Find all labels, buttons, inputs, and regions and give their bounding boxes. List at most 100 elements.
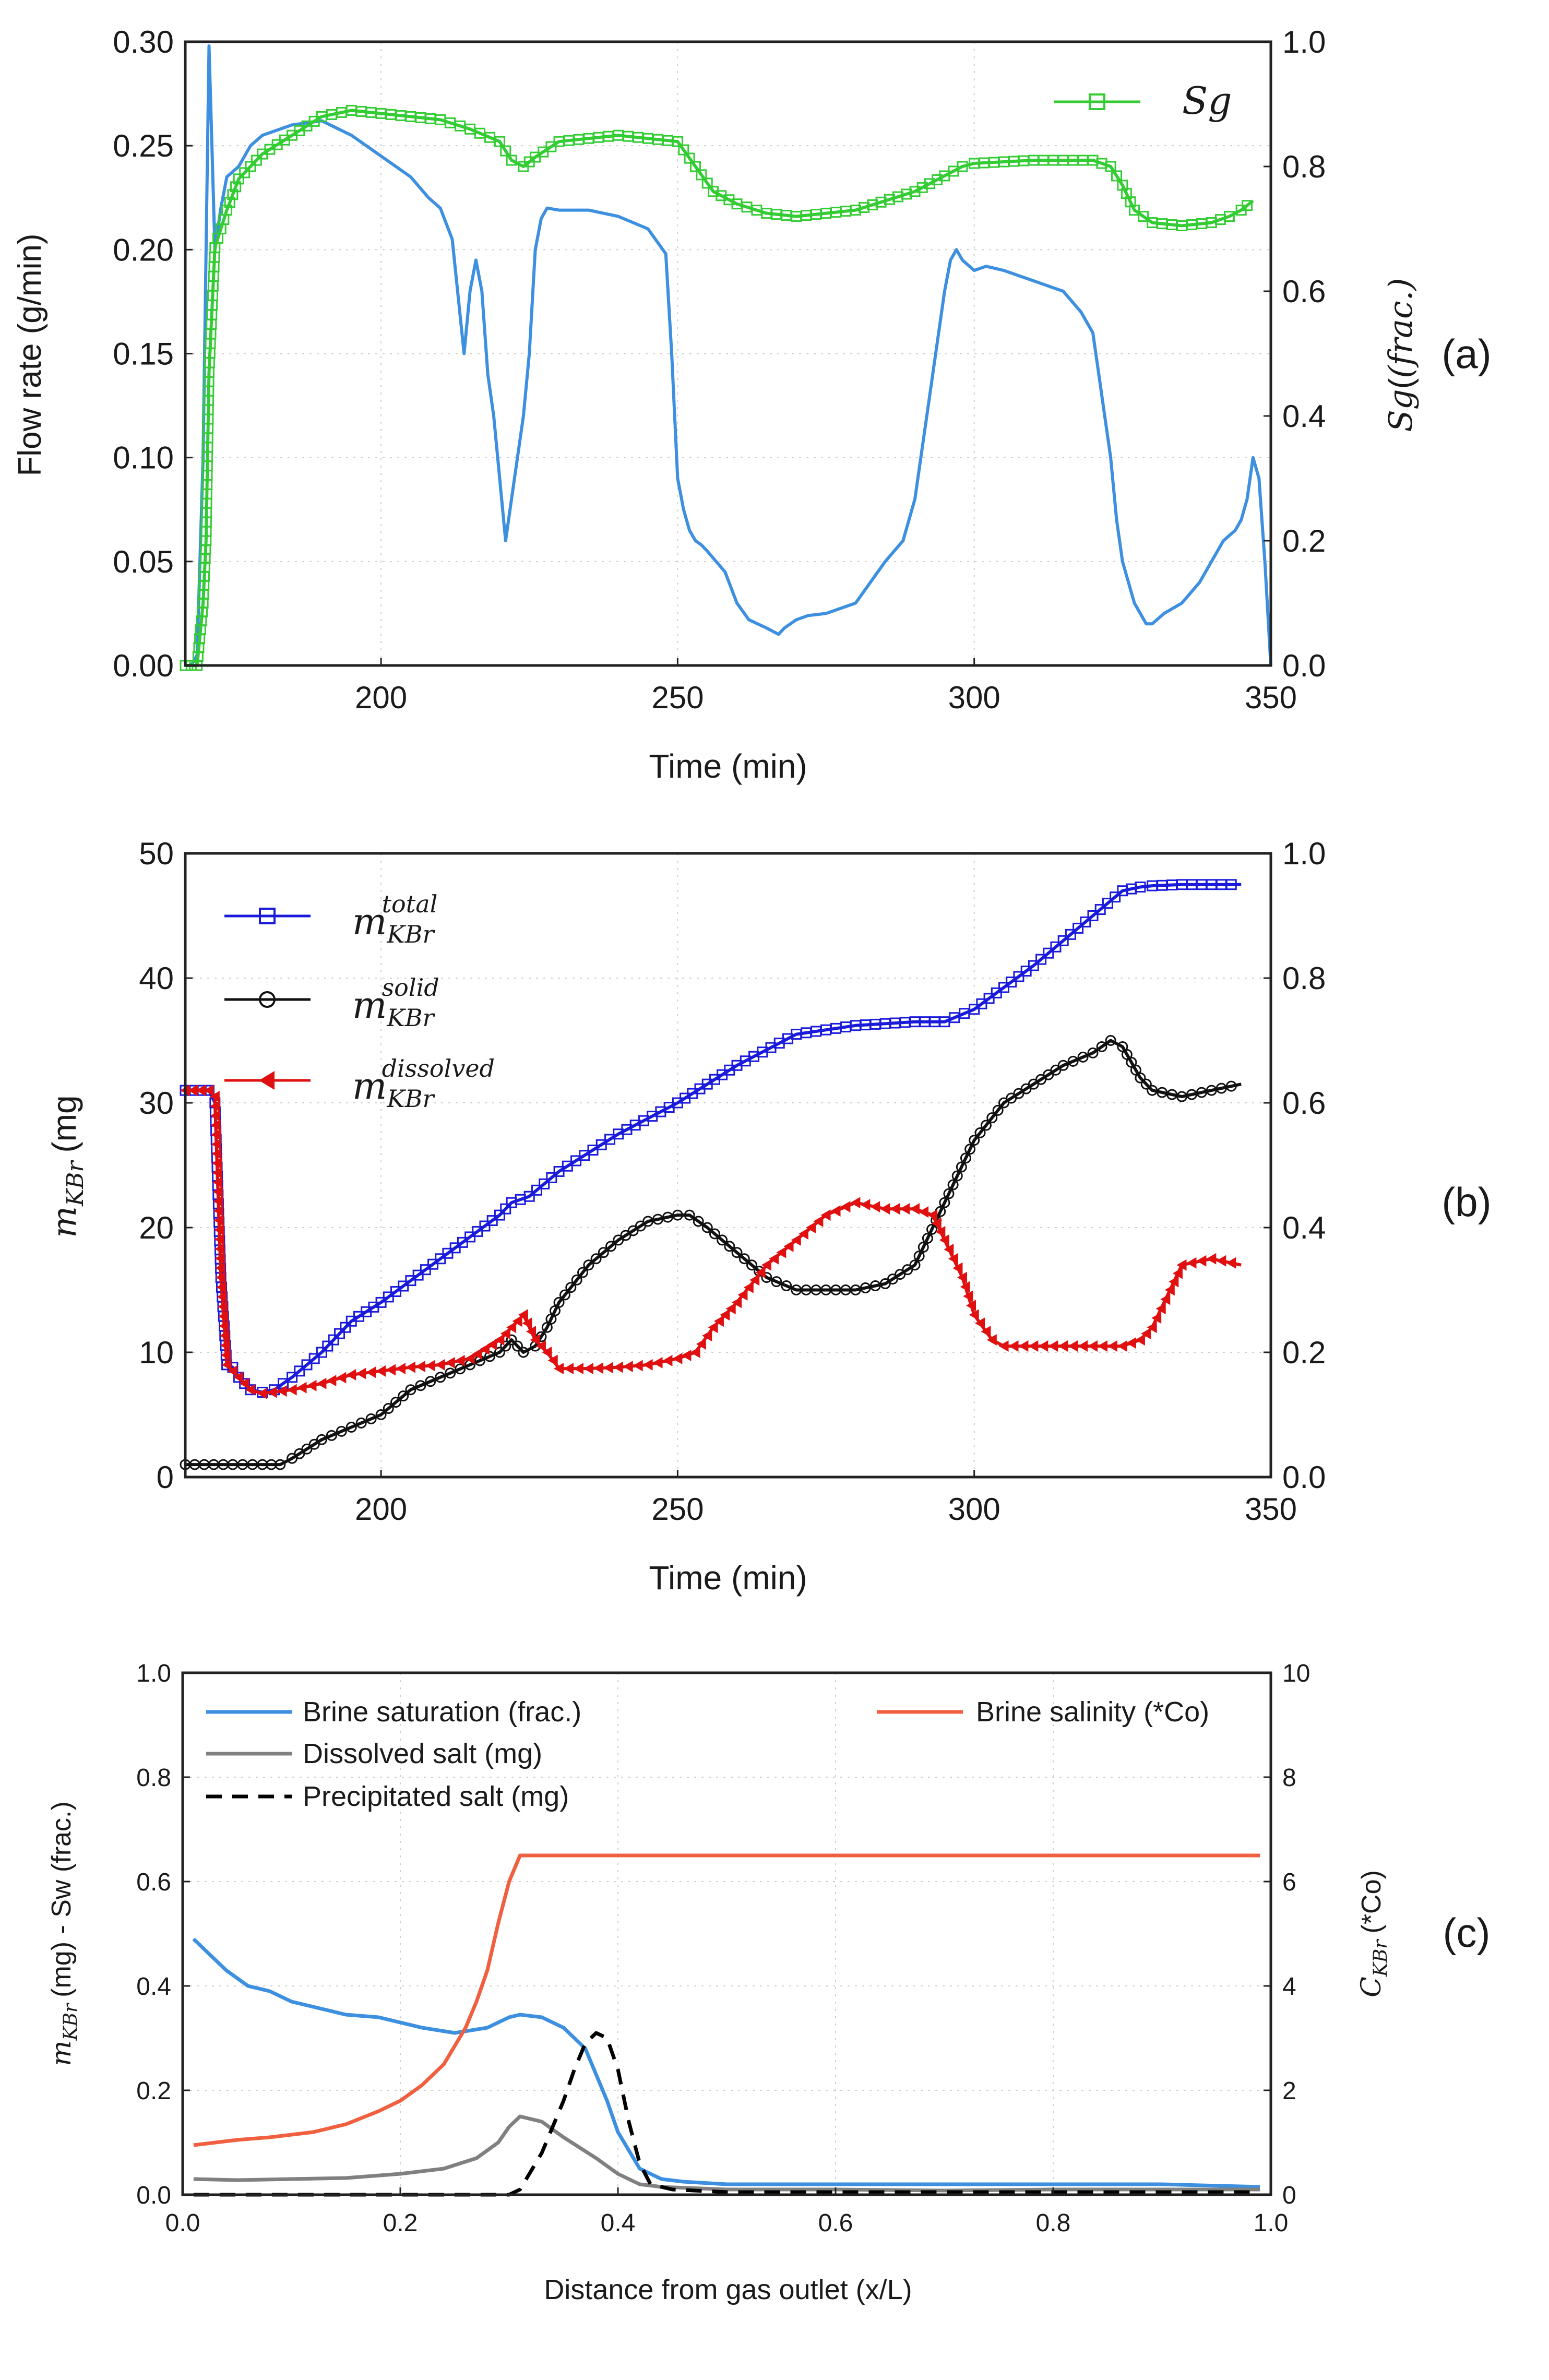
data-point-m-kbr-dissolved xyxy=(218,1310,229,1322)
data-point-m-kbr-dissolved xyxy=(221,1349,231,1361)
data-point-m-kbr-total xyxy=(1073,922,1084,934)
data-point-m-kbr-dissolved xyxy=(813,1216,824,1228)
data-point-m-kbr-total xyxy=(322,1340,333,1352)
data-point-m-kbr-dissolved xyxy=(245,1384,256,1396)
data-point-m-kbr-dissolved xyxy=(212,1157,222,1169)
data-point-m-kbr-total xyxy=(1102,898,1113,909)
data-point-m-kbr-dissolved xyxy=(769,1253,779,1265)
data-point-sg xyxy=(233,173,244,185)
data-point-m-kbr-dissolved xyxy=(1176,1259,1187,1271)
data-point-m-kbr-solid xyxy=(605,1241,617,1252)
data-point-m-kbr-solid xyxy=(1216,1082,1227,1094)
panel-b-ylabel: mKBr(mg xyxy=(45,1095,89,1237)
data-point-m-kbr-dissolved xyxy=(633,1360,643,1372)
data-point-m-kbr-dissolved xyxy=(455,1354,465,1366)
data-point-m-kbr-solid xyxy=(1186,1089,1197,1100)
data-point-m-kbr-solid xyxy=(717,1234,728,1246)
panel-a-ylabel: Flow rate (g/min) xyxy=(12,233,48,476)
y2-tick-label: 0.8 xyxy=(1282,149,1326,184)
data-point-m-kbr-solid xyxy=(943,1188,955,1199)
series-line-c-brine-salinity-co- xyxy=(193,1853,1260,2147)
y-tick-label: 0.30 xyxy=(113,25,174,59)
legend-salinity-label: Brine salinity (*Co) xyxy=(976,1696,1209,1728)
legend-total-marker xyxy=(259,908,276,924)
data-point-sg xyxy=(227,189,239,200)
panel-c-grid xyxy=(183,1673,1271,2195)
data-point-m-kbr-dissolved xyxy=(935,1225,946,1237)
data-point-m-kbr-dissolved xyxy=(583,1363,593,1375)
data-point-m-kbr-solid xyxy=(731,1247,743,1258)
data-point-m-kbr-dissolved xyxy=(806,1222,816,1233)
data-point-m-kbr-dissolved xyxy=(564,1363,574,1375)
x-tick-label: 300 xyxy=(948,1492,1000,1527)
panel-c-frame xyxy=(181,1671,1272,2196)
data-point-m-kbr-solid xyxy=(435,1372,446,1383)
legend-dissolved-label: mKBrdissolved xyxy=(352,1054,495,1113)
data-point-m-kbr-solid xyxy=(1147,1085,1158,1096)
data-point-m-kbr-total xyxy=(1094,904,1106,915)
data-point-m-kbr-dissolved xyxy=(623,1361,633,1373)
panel-b-xlabel: Time (min) xyxy=(649,1559,807,1597)
data-point-m-kbr-dissolved xyxy=(215,1253,225,1265)
data-point-m-kbr-dissolved xyxy=(593,1362,603,1374)
data-point-m-kbr-dissolved xyxy=(737,1289,748,1301)
data-point-sg xyxy=(1223,211,1235,222)
data-point-m-kbr-dissolved xyxy=(287,1384,297,1396)
data-point-m-kbr-solid xyxy=(701,1222,713,1233)
data-point-m-kbr-solid xyxy=(746,1259,757,1271)
data-point-m-kbr-dissolved xyxy=(840,1201,851,1213)
data-point-m-kbr-dissolved xyxy=(1028,1340,1039,1352)
data-point-m-kbr-dissolved xyxy=(211,1129,221,1141)
data-point-m-kbr-dissolved xyxy=(732,1296,742,1308)
panel-c-y2label: CKBr(*Co) xyxy=(1356,1870,1391,1997)
data-point-m-kbr-total xyxy=(500,1203,511,1215)
data-point-m-kbr-solid xyxy=(980,1120,992,1131)
data-point-m-kbr-total xyxy=(294,1365,305,1377)
data-point-sg xyxy=(506,154,517,166)
data-point-m-kbr-solid xyxy=(1105,1035,1116,1046)
data-point-m-kbr-dissolved xyxy=(681,1349,692,1361)
data-point-m-kbr-total xyxy=(1087,910,1099,921)
data-point-m-kbr-solid xyxy=(326,1430,337,1441)
data-point-m-kbr-dissolved xyxy=(662,1354,673,1366)
data-point-m-kbr-total xyxy=(1225,879,1237,890)
data-point-m-kbr-total xyxy=(287,1372,298,1383)
data-point-m-kbr-dissolved xyxy=(212,1186,223,1198)
data-point-sg xyxy=(924,178,935,189)
data-point-m-kbr-dissolved xyxy=(761,1259,771,1271)
data-point-m-kbr-dissolved xyxy=(702,1330,712,1342)
data-point-m-kbr-solid xyxy=(336,1425,347,1437)
data-point-m-kbr-total xyxy=(1080,916,1091,927)
panel-a-xlabel: Time (min) xyxy=(649,747,807,785)
data-point-m-kbr-dissolved xyxy=(386,1364,396,1376)
data-point-sg xyxy=(875,196,887,208)
data-point-m-kbr-dissolved xyxy=(1141,1328,1151,1340)
data-point-sg xyxy=(701,177,713,189)
data-point-m-kbr-total xyxy=(301,1359,313,1371)
data-point-m-kbr-solid xyxy=(425,1376,436,1387)
data-point-m-kbr-dissolved xyxy=(1135,1334,1145,1346)
data-point-m-kbr-dissolved xyxy=(603,1362,613,1374)
data-point-m-kbr-dissolved xyxy=(215,1243,225,1255)
data-point-m-kbr-total xyxy=(1035,954,1047,965)
data-point-m-kbr-dissolved xyxy=(479,1343,490,1355)
panel-c-tag: (c) xyxy=(1443,1910,1491,1956)
panel-a-flow-rate-chart: 200 250 300 350 0.00 0.05 0.10 0.15 0.20 0.25 0.30… xyxy=(12,25,1492,785)
y2-tick-label: 0.4 xyxy=(1282,399,1326,434)
data-point-m-kbr-dissolved xyxy=(981,1326,991,1338)
data-point-m-kbr-dissolved xyxy=(573,1363,583,1375)
series-line-c-brine-saturation-frac- xyxy=(192,1937,1260,2189)
x-tick-label: 300 xyxy=(948,680,1000,715)
data-point-m-kbr-solid xyxy=(365,1413,377,1424)
data-point-m-kbr-dissolved xyxy=(210,1110,221,1122)
x-tick-label: 200 xyxy=(355,1492,407,1527)
data-point-m-kbr-dissolved xyxy=(425,1360,435,1372)
y2-tick-label: 0.6 xyxy=(1282,274,1326,309)
data-point-sg xyxy=(957,161,968,172)
data-point-m-kbr-dissolved xyxy=(1216,1255,1226,1267)
series-line-c-precipitated-salt-mg- xyxy=(193,2031,1260,2197)
data-point-m-kbr-dissolved xyxy=(944,1243,954,1255)
data-point-m-kbr-dissolved xyxy=(188,1085,198,1097)
y2-tick-label: 1.0 xyxy=(1282,836,1326,871)
data-point-m-kbr-dissolved xyxy=(376,1365,386,1377)
